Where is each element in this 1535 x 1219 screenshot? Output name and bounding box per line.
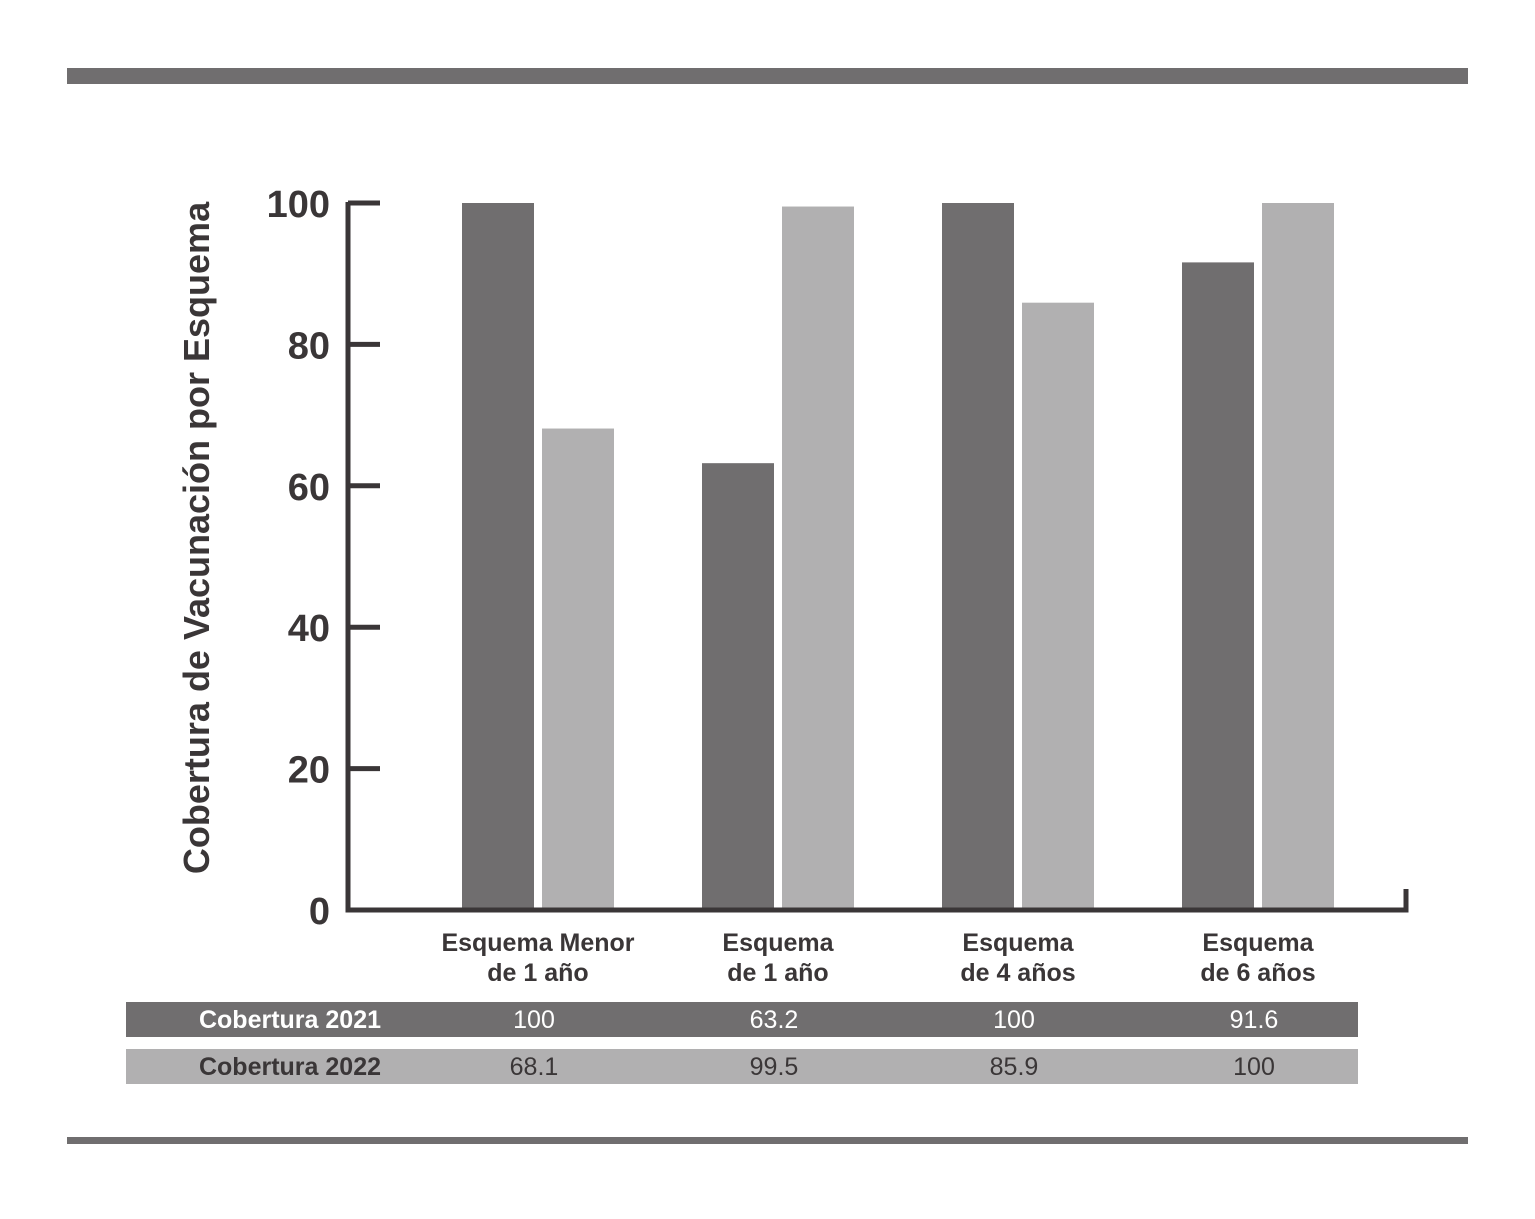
table-cell-value: 99.5	[750, 1053, 799, 1081]
axes-group	[345, 202, 1409, 913]
x-category-label: de 4 años	[960, 959, 1075, 987]
axis-lines	[345, 202, 1409, 913]
table-cell-value: 100	[1233, 1053, 1275, 1081]
bar-series-1-cat-3	[942, 203, 1014, 910]
x-category-label: Esquema	[722, 929, 834, 957]
table-cell-value: 100	[513, 1006, 555, 1034]
bottom-rule	[67, 1137, 1468, 1144]
y-tick-label: 20	[288, 750, 330, 792]
table-row-bg	[126, 1002, 1358, 1037]
table-cell-value: 63.2	[750, 1006, 799, 1034]
bar-series-1-cat-2	[702, 463, 774, 910]
y-tick-label: 0	[309, 891, 330, 933]
bar-series-1-cat-1	[462, 203, 534, 910]
x-category-label: de 6 años	[1200, 959, 1315, 987]
y-tick-label: 40	[288, 608, 330, 650]
x-category-label: Esquema	[962, 929, 1074, 957]
top-rule	[67, 68, 1468, 84]
y-ticks-group: 0 20 40 60 80 100	[267, 184, 380, 933]
x-category-label: de 1 año	[487, 959, 588, 987]
x-category-label: de 1 año	[727, 959, 828, 987]
bar-series-2-cat-3	[1022, 302, 1094, 910]
y-tick-label: 60	[288, 467, 330, 509]
bar-series-2-cat-4	[1262, 203, 1334, 910]
table-row-bg	[126, 1049, 1358, 1084]
x-category-label: Esquema Menor	[441, 929, 634, 957]
table-cell-value: 91.6	[1230, 1006, 1279, 1034]
table-row-header: Cobertura 2021	[199, 1006, 381, 1034]
table-cell-value: 100	[993, 1006, 1035, 1034]
y-tick-label: 100	[267, 184, 330, 226]
y-axis-label: Cobertura de Vacunación por Esquema	[176, 201, 217, 874]
table-cell-value: 85.9	[990, 1053, 1039, 1081]
table-cell-value: 68.1	[510, 1053, 559, 1081]
bar-series-2-cat-1	[542, 428, 614, 910]
table-row-header: Cobertura 2022	[199, 1053, 381, 1081]
bars-group	[462, 203, 1334, 910]
bar-series-1-cat-4	[1182, 262, 1254, 910]
data-table: Cobertura 2021 100 63.2 100 91.6 Cobertura 20…	[126, 1002, 1358, 1084]
y-tick-label: 80	[288, 325, 330, 367]
bar-series-2-cat-2	[782, 206, 854, 910]
x-category-label: Esquema	[1202, 929, 1314, 957]
